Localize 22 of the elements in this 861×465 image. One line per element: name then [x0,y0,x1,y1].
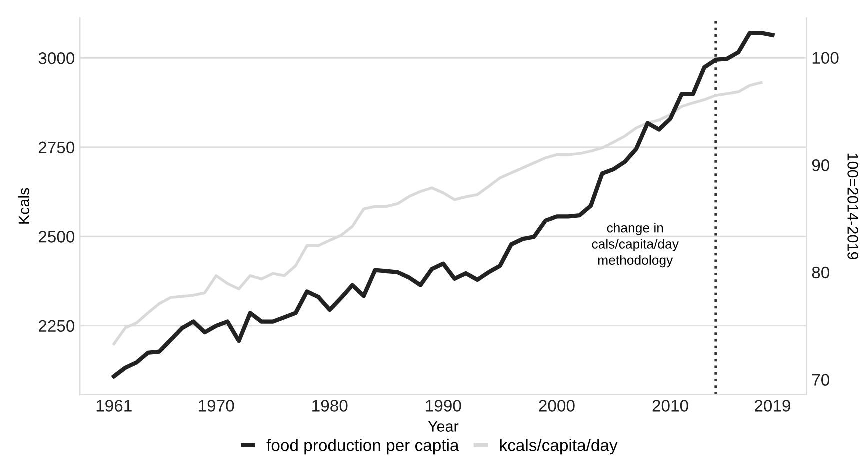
ref-line-label: change in cals/capita/day methodology [592,223,679,268]
y-axis-title: Kcals [18,188,30,224]
y2-axis-title: 100=2014-2019 [848,154,858,260]
x-tick-label: 1970 [199,400,234,412]
y2-tick-label: 70 [812,374,830,386]
y-tick-label: 2750 [38,142,75,154]
y2-tick-label: 100 [812,52,839,64]
y-tick-label: 3000 [38,52,75,64]
y-tick-label: 2250 [38,320,75,332]
legend-label: food production per captia [266,439,460,455]
x-tick-label: 2019 [754,400,790,412]
y2-tick-label: 80 [812,266,830,279]
x-tick-label: 1961 [96,400,132,412]
x-tick-label: 1990 [426,400,462,412]
x-tick-label: 1980 [312,400,348,412]
y2-tick-label: 90 [812,160,830,172]
line-series [112,31,775,379]
x-axis-title: Year [428,421,459,432]
legend-label: kcals/capita/day [500,439,618,455]
y-tick-label: 2500 [38,231,75,243]
x-tick-label: 2010 [652,400,688,412]
x-tick-label: 2000 [539,400,575,412]
